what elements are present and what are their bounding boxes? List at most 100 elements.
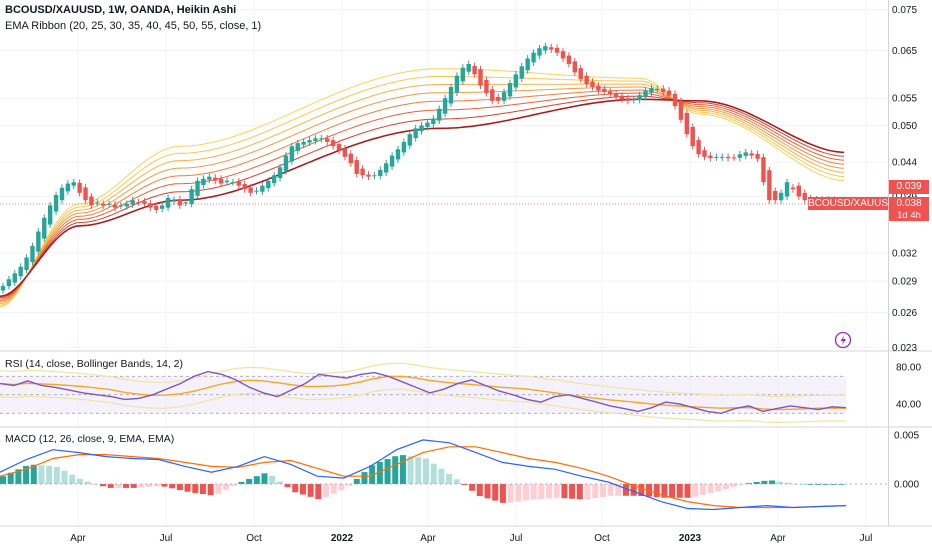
- upper-price-tag: 0.039: [889, 180, 929, 194]
- macd-histogram-bar: [0, 476, 6, 484]
- macd-histogram-bar: [176, 484, 183, 491]
- candle-body: [454, 75, 460, 93]
- lightning-icon[interactable]: [834, 331, 852, 349]
- macd-histogram-bar: [261, 473, 268, 484]
- candle-body: [224, 180, 230, 183]
- macd-histogram-bar: [130, 484, 137, 488]
- x-tick-label: Apr: [70, 533, 86, 544]
- rsi-tick-label: 40.00: [896, 400, 921, 411]
- macd-histogram-bar: [746, 483, 753, 484]
- candles: [0, 42, 849, 294]
- macd-histogram-bar: [653, 484, 660, 498]
- candle-body: [519, 66, 524, 79]
- price-tick-label: 0.032: [892, 249, 917, 260]
- candle-body: [271, 175, 277, 184]
- macd-histogram-bar: [661, 484, 668, 498]
- macd-histogram-bar: [815, 484, 822, 485]
- candle-body: [672, 93, 678, 107]
- price-tick-label: 0.044: [892, 158, 917, 169]
- candle-body: [666, 90, 672, 96]
- macd-histogram-bar: [299, 484, 306, 495]
- macd-histogram-bar: [46, 465, 53, 484]
- x-tick-label: Apr: [770, 533, 786, 544]
- candle-body: [313, 138, 318, 142]
- symbol-tag: BCOUSD/XAUUSD: [808, 197, 896, 210]
- candle-body: [325, 138, 330, 142]
- candle-body: [47, 205, 53, 225]
- candle-body: [142, 201, 147, 204]
- macd-label: MACD (12, 26, close, 9, EMA, EMA): [5, 433, 175, 445]
- macd-histogram-bar: [346, 484, 353, 486]
- macd-histogram-bar: [330, 484, 337, 494]
- macd-histogram-bar: [576, 484, 583, 500]
- candle-body: [761, 157, 766, 183]
- candle-body: [295, 143, 300, 151]
- macd-histogram-bar: [392, 456, 399, 484]
- candle-body: [696, 140, 701, 155]
- candle-body: [372, 175, 377, 177]
- candle-body: [336, 144, 342, 151]
- candle-body: [802, 192, 807, 201]
- candle-body: [790, 187, 796, 190]
- macd-histogram-bar: [769, 480, 776, 484]
- macd-histogram-bar: [438, 468, 445, 484]
- candle-body: [466, 64, 471, 72]
- candle-body: [590, 81, 595, 88]
- candle-body: [266, 180, 271, 189]
- candle-body: [165, 197, 171, 208]
- candle-body: [507, 83, 513, 97]
- macd-histogram-bar: [507, 484, 514, 503]
- candle-body: [53, 195, 59, 212]
- candle-body: [260, 185, 265, 192]
- candle-body: [407, 134, 412, 146]
- candle-body: [419, 125, 424, 132]
- macd-histogram-bar: [522, 484, 529, 501]
- candle-body: [708, 155, 713, 159]
- macd-histogram-bar: [538, 484, 545, 499]
- candle-body: [171, 200, 177, 202]
- macd-histogram-bar: [530, 484, 537, 500]
- macd-histogram-bar: [61, 470, 68, 484]
- candle-body: [189, 189, 194, 204]
- candle-body: [749, 153, 754, 156]
- price-tick-label: 0.050: [892, 121, 917, 132]
- ema-line: [0, 86, 845, 303]
- macd-histogram-bar: [138, 484, 145, 488]
- rsi-pane: [0, 362, 847, 424]
- candle-body: [366, 174, 371, 177]
- candle-body: [195, 180, 200, 196]
- macd-histogram-bar: [776, 481, 783, 484]
- candle-body: [543, 46, 548, 51]
- candle-body: [755, 153, 760, 159]
- candle-body: [501, 92, 507, 101]
- candle-body: [307, 140, 312, 143]
- macd-histogram-bar: [599, 484, 606, 497]
- candle-body: [89, 196, 94, 206]
- candle-body: [778, 192, 784, 201]
- macd-histogram-bar: [430, 463, 437, 484]
- ema-line: [0, 89, 845, 302]
- macd-tick-label: 0.000: [894, 480, 919, 491]
- macd-histogram-bar: [592, 484, 599, 499]
- lightning-bolt-glyph: [840, 335, 846, 346]
- macd-histogram-bar: [107, 484, 114, 488]
- candle-body: [725, 156, 731, 159]
- candle-body: [213, 177, 218, 181]
- macd-histogram-bar: [684, 484, 691, 498]
- macd-histogram-bar: [146, 484, 153, 487]
- macd-histogram-bar: [492, 484, 499, 501]
- macd-histogram-bar: [484, 484, 491, 499]
- macd-histogram-bar: [515, 484, 522, 502]
- candle-body: [767, 170, 772, 201]
- candle-body: [42, 217, 47, 239]
- candle-body: [720, 156, 725, 158]
- macd-histogram-bar: [276, 481, 283, 484]
- candle-body: [59, 187, 65, 201]
- macd-histogram-bar: [561, 484, 568, 499]
- candle-body: [554, 47, 560, 53]
- candle-body: [495, 96, 501, 101]
- candle-body: [389, 155, 395, 167]
- price-tick-label: 0.023: [892, 343, 917, 354]
- candle-body: [101, 203, 106, 206]
